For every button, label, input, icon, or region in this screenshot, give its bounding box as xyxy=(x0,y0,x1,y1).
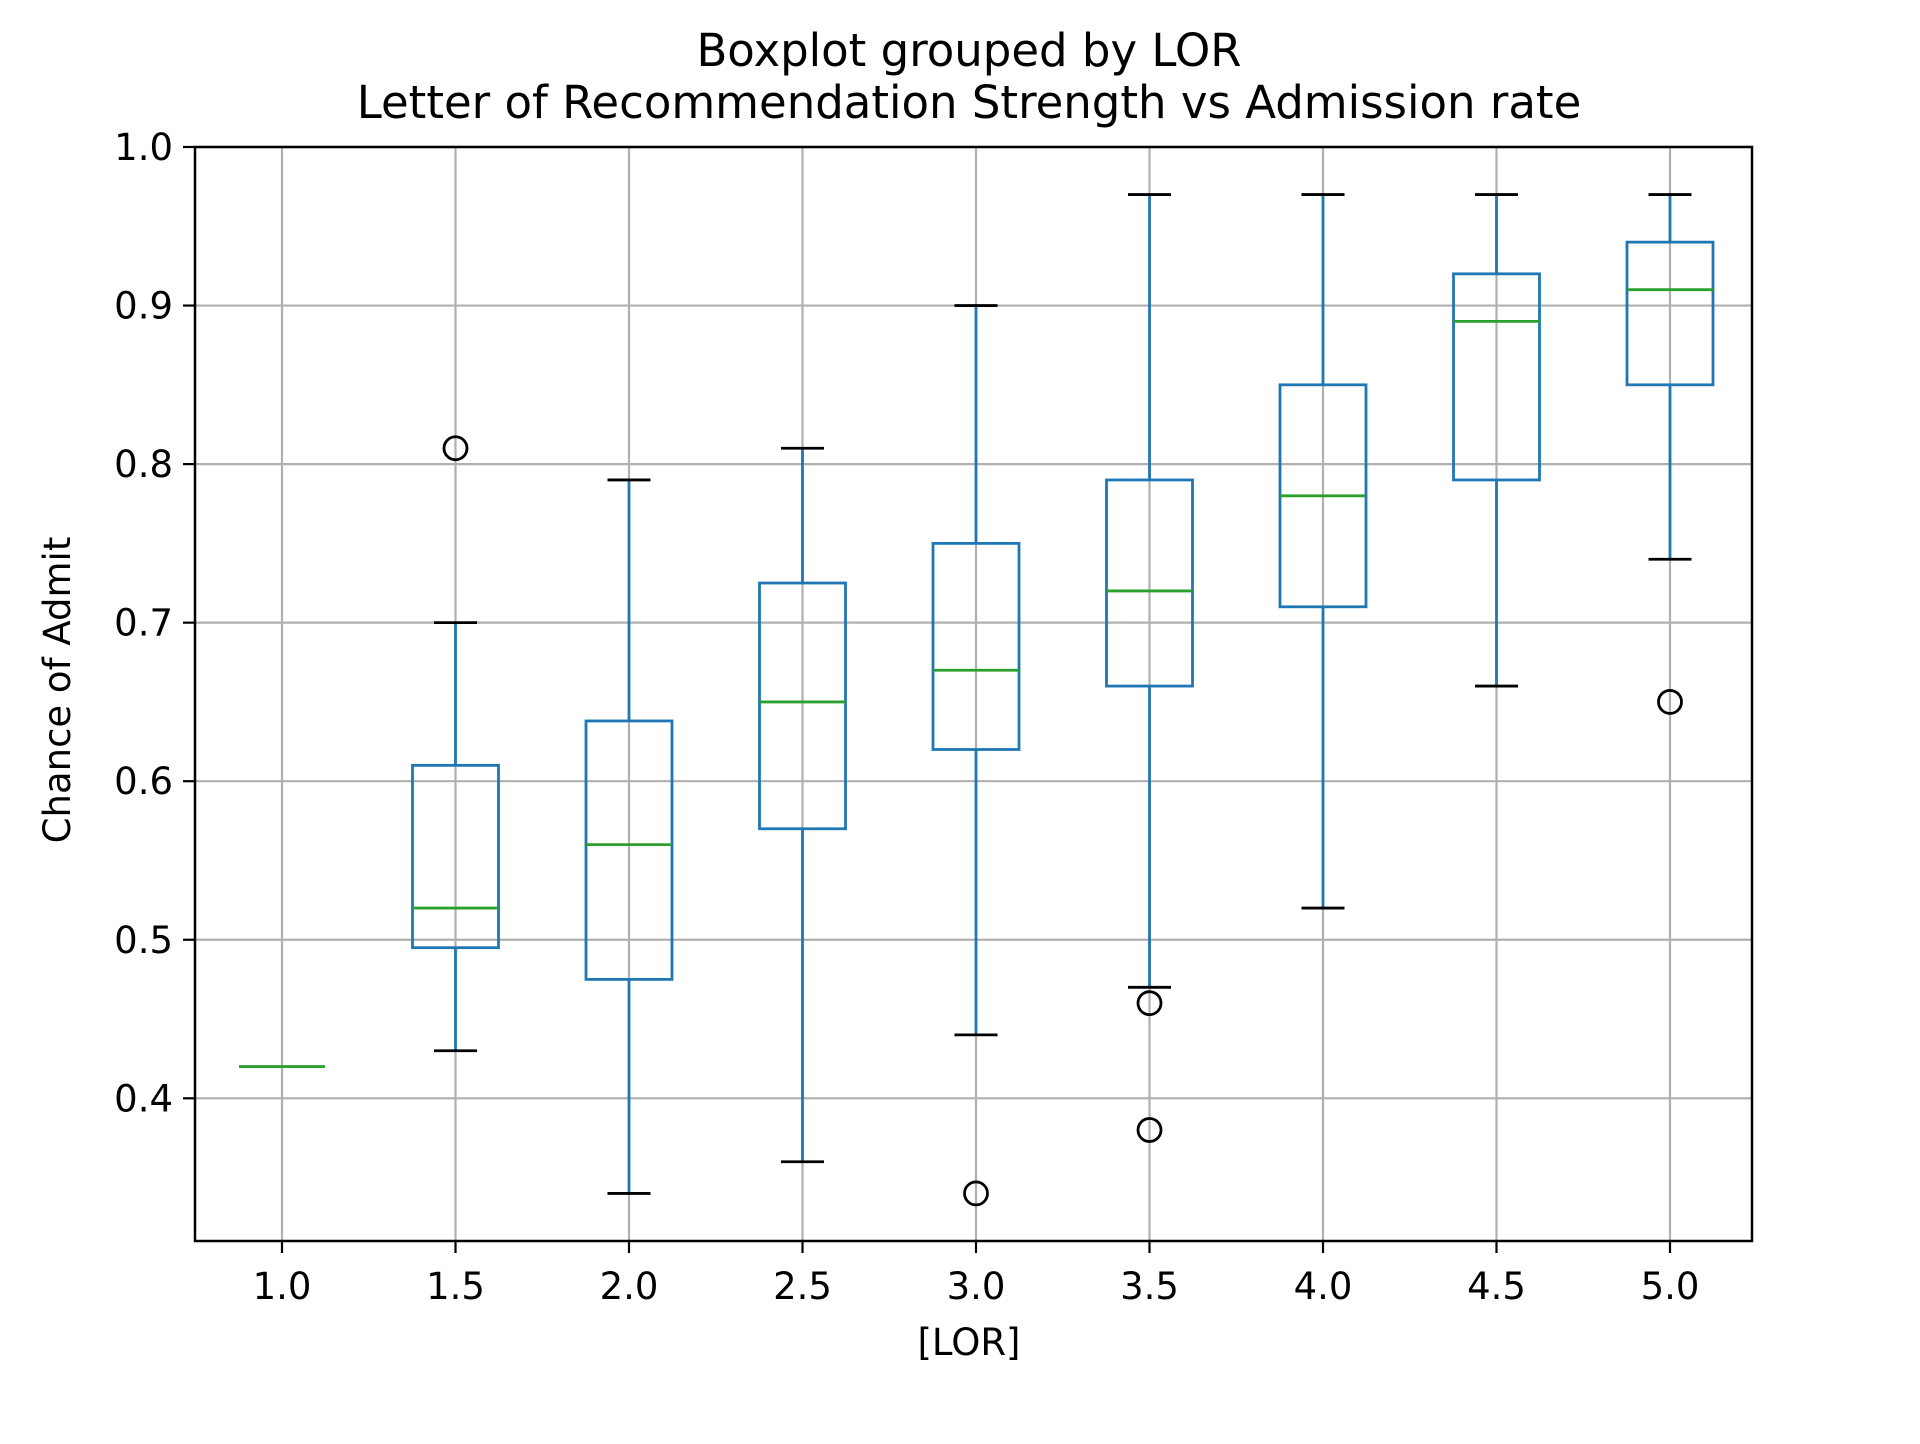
x-tick-label: 2.5 xyxy=(773,1265,832,1308)
x-tick-label: 1.0 xyxy=(253,1265,312,1308)
box-group xyxy=(584,478,674,1195)
iqr-box xyxy=(758,581,847,831)
outlier-point xyxy=(442,435,469,462)
outlier-point xyxy=(963,1180,989,1207)
outlier-point xyxy=(1136,1117,1163,1143)
x-axis-label: [LOR] xyxy=(918,1321,1021,1364)
iqr-box xyxy=(584,719,674,981)
y-tick-label: 0.5 xyxy=(114,919,173,962)
x-tick-label: 4.0 xyxy=(1294,1265,1353,1308)
x-tick-label: 5.0 xyxy=(1641,1265,1700,1308)
y-tick-label: 0.8 xyxy=(114,443,173,486)
grid-layer xyxy=(195,145,1752,1241)
tick-layer: 0.4 0.5 0.6 0.7 0.8 0.9 1.0 1.0 1.5 2.0 2.5 3.0 3.5 4… xyxy=(114,126,1699,1308)
outlier-point xyxy=(1657,689,1683,715)
box-group xyxy=(1452,193,1541,688)
chart-title: Boxplot grouped by LOR xyxy=(696,24,1241,77)
x-tick-label: 1.5 xyxy=(426,1265,485,1308)
box-group xyxy=(1105,193,1194,1143)
box-group xyxy=(931,304,1021,1207)
box-group xyxy=(1278,193,1368,910)
iqr-box xyxy=(931,541,1021,751)
y-tick-label: 0.7 xyxy=(114,602,173,645)
y-tick-label: 1.0 xyxy=(114,126,173,169)
x-tick-label: 3.0 xyxy=(947,1265,1006,1308)
box-layer xyxy=(239,193,1715,1207)
y-tick-label: 0.4 xyxy=(114,1077,173,1120)
x-tick-label: 4.5 xyxy=(1467,1265,1526,1308)
chart-subtitle: Letter of Recommendation Strength vs Adm… xyxy=(357,76,1582,129)
y-axis-label: Chance of Admit xyxy=(36,537,79,844)
box-group xyxy=(758,446,847,1164)
x-tick-label: 2.0 xyxy=(600,1265,659,1308)
box-group xyxy=(411,435,500,1053)
iqr-box xyxy=(1452,272,1541,482)
y-tick-label: 0.9 xyxy=(114,285,173,328)
box-group xyxy=(1625,193,1715,715)
y-tick-label: 0.6 xyxy=(114,760,173,803)
iqr-box xyxy=(1625,240,1715,387)
outlier-point xyxy=(1136,990,1163,1017)
iqr-box xyxy=(1105,478,1194,688)
x-tick-label: 3.5 xyxy=(1120,1265,1179,1308)
iqr-box xyxy=(411,763,500,950)
plot-frame xyxy=(193,145,1754,1243)
